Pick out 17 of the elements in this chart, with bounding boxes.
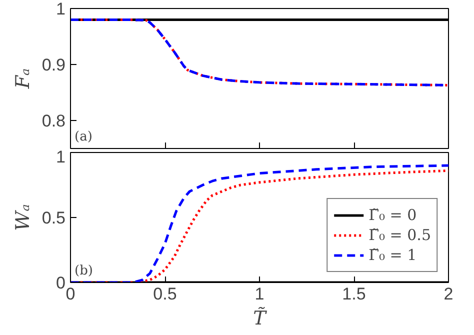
x-tick-label: 1	[254, 284, 264, 304]
y-tick-label: 0.5	[42, 208, 66, 228]
x-tick-label: 2	[444, 284, 454, 304]
x-tick-label: 0.5	[153, 284, 177, 304]
legend-label: Γ̃₀ = 0.5	[368, 226, 431, 244]
y-tick-label: 1	[56, 0, 66, 18]
y-tick-label: 1	[56, 148, 66, 166]
legend-label: Γ̃₀ = 1	[368, 246, 417, 264]
annotation: (a)	[74, 130, 92, 144]
y-tick-label: 0.8	[42, 112, 66, 130]
y-axis-title: Wₐ	[12, 204, 34, 231]
annotation: (b)	[74, 264, 93, 278]
y-tick-label: 0.9	[42, 56, 66, 74]
y-axis-title: Fₐ	[12, 68, 34, 90]
legend-label: Γ̃₀ = 0	[368, 206, 417, 224]
x-tick-label: 1.5	[342, 284, 366, 304]
x-axis-title: T̃	[253, 306, 268, 330]
